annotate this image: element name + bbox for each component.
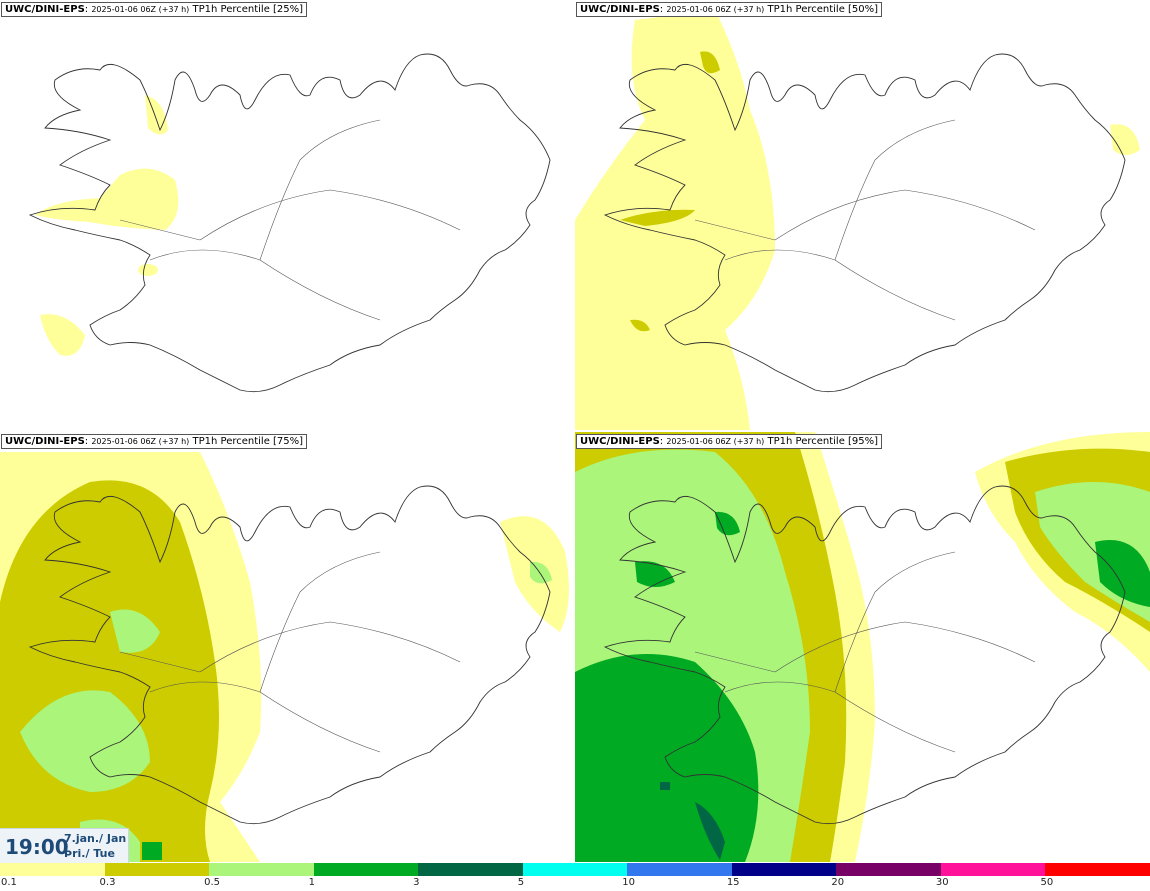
valid-time-box: 19:00 7.jan./ Jan Þri./ Tue bbox=[0, 828, 129, 863]
precip-map bbox=[575, 10, 1140, 430]
road-lines bbox=[694, 119, 1036, 321]
legend-tick-label: 15 bbox=[726, 877, 740, 888]
map-panel-p95: UWC/DINI-EPS: 2025-01-06 06Z (+37 h) TP1… bbox=[575, 432, 1150, 862]
legend-tick-label: 50 bbox=[1040, 877, 1054, 888]
legend-tick-label: 1 bbox=[308, 877, 315, 888]
precip-map bbox=[575, 432, 1150, 862]
legend-swatch bbox=[209, 863, 314, 876]
panel-title: UWC/DINI-EPS: 2025-01-06 06Z (+37 h) TP1… bbox=[1, 2, 308, 17]
iceland-coastline bbox=[603, 53, 1126, 393]
precip-map bbox=[0, 452, 569, 862]
road-lines bbox=[119, 119, 461, 321]
panel-title: UWC/DINI-EPS: 2025-01-06 06Z (+37 h) TP1… bbox=[576, 434, 883, 449]
coastline-path bbox=[28, 53, 551, 393]
precip-legend-bar bbox=[0, 863, 1150, 876]
precip-map bbox=[28, 53, 551, 393]
panel-title: UWC/DINI-EPS: 2025-01-06 06Z (+37 h) TP1… bbox=[576, 2, 883, 17]
legend-swatch bbox=[627, 863, 732, 876]
precip-0.3-area bbox=[620, 51, 720, 332]
iceland-coastline bbox=[28, 485, 551, 825]
valid-date: 7.jan./ Jan bbox=[64, 832, 127, 845]
valid-weekday: Þri./ Tue bbox=[64, 847, 115, 860]
iceland-coastline bbox=[28, 53, 551, 393]
map-panel-p75: UWC/DINI-EPS: 2025-01-06 06Z (+37 h) TP1… bbox=[0, 432, 575, 862]
legend-swatch bbox=[522, 863, 628, 876]
precip-1-area bbox=[142, 842, 162, 860]
precip-3-area bbox=[660, 782, 725, 860]
legend-swatch bbox=[940, 863, 1046, 876]
legend-swatch bbox=[104, 863, 210, 876]
legend-tick-label: 5 bbox=[517, 877, 525, 888]
panel-title: UWC/DINI-EPS: 2025-01-06 06Z (+37 h) TP1… bbox=[1, 434, 308, 449]
legend-swatch bbox=[836, 863, 941, 876]
map-panel-p25: UWC/DINI-EPS: 2025-01-06 06Z (+37 h) TP1… bbox=[0, 0, 575, 430]
legend-tick-label: 10 bbox=[622, 877, 635, 888]
legend-swatch bbox=[313, 863, 419, 876]
map-panel-p50: UWC/DINI-EPS: 2025-01-06 06Z (+37 h) TP1… bbox=[575, 0, 1150, 430]
road-lines bbox=[119, 551, 461, 753]
valid-time: 19:00 bbox=[5, 835, 69, 859]
iceland-coastline bbox=[603, 485, 1126, 825]
legend-swatch bbox=[1045, 863, 1150, 876]
legend-swatch bbox=[418, 863, 523, 876]
coastline-path bbox=[603, 53, 1126, 393]
legend-tick-label: 20 bbox=[831, 877, 845, 888]
road-lines bbox=[694, 551, 1036, 753]
legend-tick-label: 0.1 bbox=[1, 877, 17, 888]
coastline-path bbox=[28, 485, 551, 825]
legend-tick-label: 30 bbox=[935, 877, 949, 888]
legend-tick-label: 0.5 bbox=[204, 877, 220, 888]
precip-1-area bbox=[575, 511, 1150, 862]
legend-tick-label: 3 bbox=[413, 877, 420, 888]
legend-swatch bbox=[731, 863, 837, 876]
legend-swatch bbox=[0, 863, 105, 876]
coastline-path bbox=[603, 485, 1126, 825]
legend-tick-label: 0.3 bbox=[99, 877, 116, 888]
